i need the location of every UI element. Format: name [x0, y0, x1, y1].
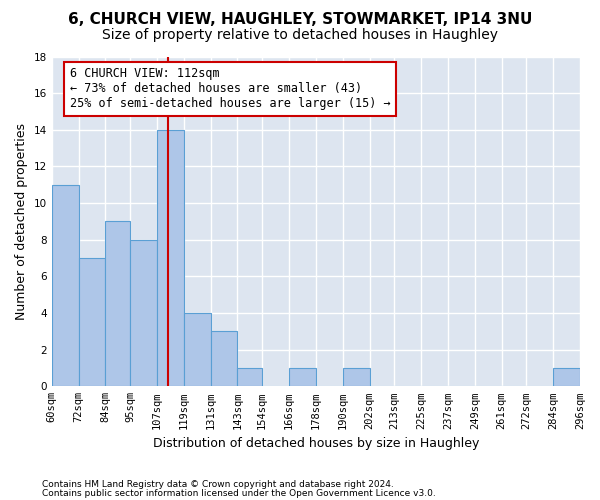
Bar: [184, 313, 211, 386]
Y-axis label: Number of detached properties: Number of detached properties: [15, 123, 28, 320]
Bar: [106, 222, 130, 386]
Text: Contains public sector information licensed under the Open Government Licence v3: Contains public sector information licen…: [42, 488, 436, 498]
Bar: [52, 185, 79, 386]
Bar: [343, 368, 370, 386]
Text: Contains HM Land Registry data © Crown copyright and database right 2024.: Contains HM Land Registry data © Crown c…: [42, 480, 394, 489]
Text: 6 CHURCH VIEW: 112sqm
← 73% of detached houses are smaller (43)
25% of semi-deta: 6 CHURCH VIEW: 112sqm ← 73% of detached …: [70, 68, 390, 110]
Bar: [289, 368, 316, 386]
X-axis label: Distribution of detached houses by size in Haughley: Distribution of detached houses by size …: [152, 437, 479, 450]
Bar: [553, 368, 580, 386]
Bar: [238, 368, 262, 386]
Bar: [157, 130, 184, 386]
Text: 6, CHURCH VIEW, HAUGHLEY, STOWMARKET, IP14 3NU: 6, CHURCH VIEW, HAUGHLEY, STOWMARKET, IP…: [68, 12, 532, 28]
Text: Size of property relative to detached houses in Haughley: Size of property relative to detached ho…: [102, 28, 498, 42]
Bar: [211, 332, 238, 386]
Bar: [130, 240, 157, 386]
Bar: [79, 258, 106, 386]
